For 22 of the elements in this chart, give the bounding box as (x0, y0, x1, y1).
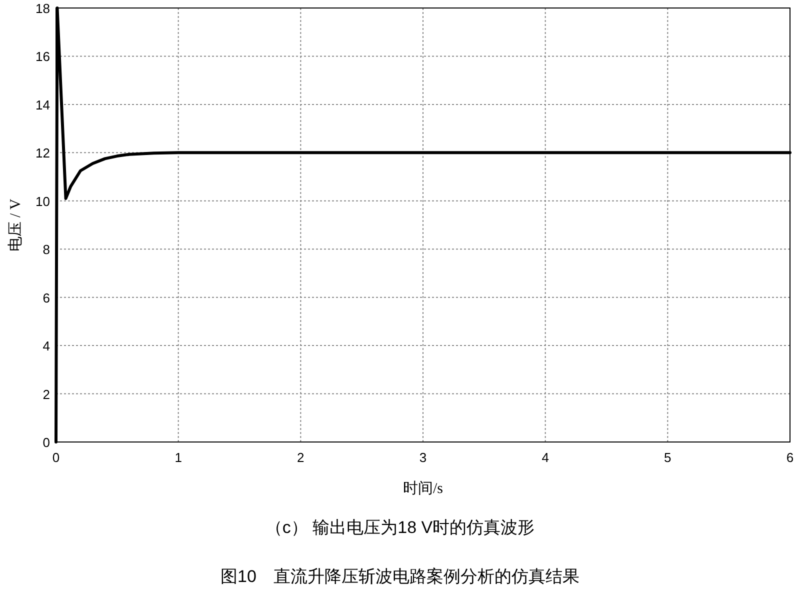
x-tick-label: 5 (664, 450, 672, 465)
text: （c） 输出电压为18 V时的仿真波形 (265, 518, 535, 537)
y-tick-label: 4 (42, 338, 50, 354)
y-tick-label: 16 (36, 49, 50, 64)
line-series (54, 6, 792, 444)
y-tick-label: 14 (36, 97, 50, 112)
y-tick-label: 2 (42, 386, 50, 402)
text: 图10 直流升降压斩波电路案例分析的仿真结果 (220, 567, 580, 586)
x-tick-label: 4 (542, 450, 549, 465)
y-tick-label: 0 (42, 435, 50, 450)
x-tick-label: 2 (297, 450, 304, 465)
x-tick-label: 1 (174, 450, 182, 465)
x-axis-title: 时间/s (402, 480, 444, 497)
y-tick-label: 12 (36, 146, 50, 161)
y-tick-label: 8 (42, 242, 50, 258)
x-tick-label: 6 (786, 450, 794, 465)
x-tick-label: 0 (52, 450, 60, 465)
y-tick-label: 6 (42, 290, 50, 306)
y-axis-title: 电压 / V (7, 198, 24, 252)
y-tick-label: 18 (36, 1, 50, 16)
x-tick-label: 3 (419, 450, 427, 465)
y-tick-label: 10 (36, 194, 50, 209)
